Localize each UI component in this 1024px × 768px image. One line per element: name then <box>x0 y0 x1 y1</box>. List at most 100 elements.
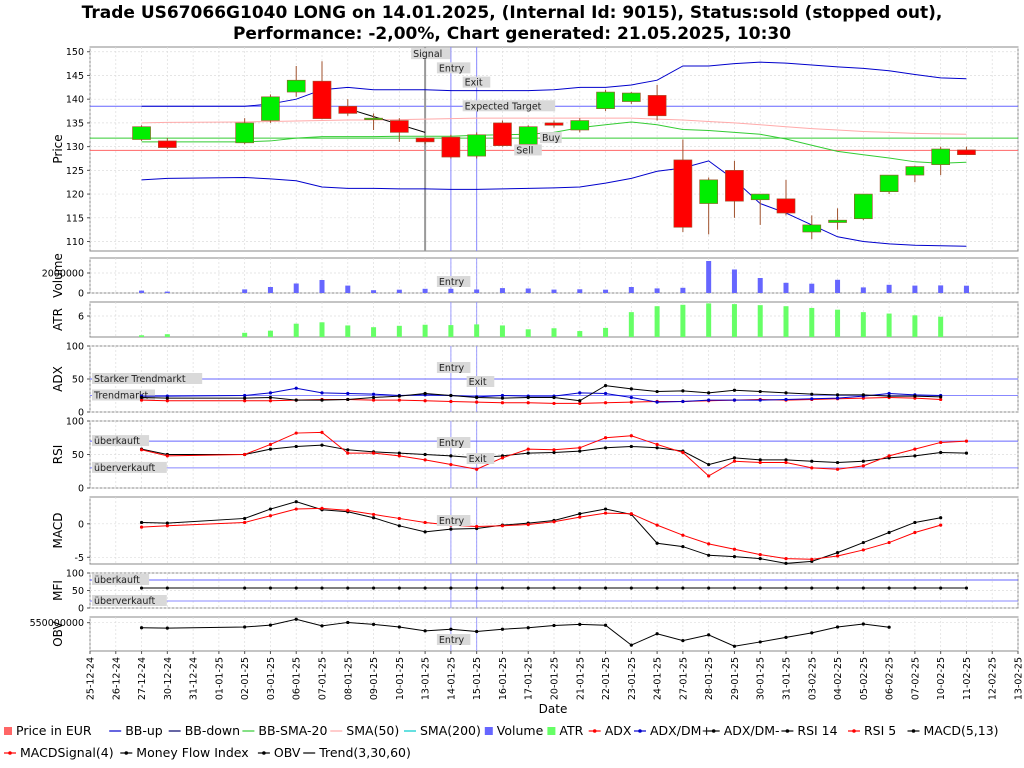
macd-point <box>371 512 376 517</box>
obv-point <box>475 629 479 634</box>
adx-point <box>835 393 840 397</box>
adx-point <box>268 395 273 400</box>
legend-label: MACD(5,13) <box>924 723 999 738</box>
volume-bar <box>680 287 686 293</box>
obv-point <box>758 640 762 644</box>
adx-axis-label: ADX <box>51 366 65 392</box>
candle <box>467 134 486 157</box>
rsi-point <box>629 434 633 438</box>
adx-point <box>346 391 350 396</box>
x-tick-label: 06-01-25 <box>292 657 303 700</box>
macd-point <box>552 520 556 524</box>
mfi-point <box>681 586 685 590</box>
legend-swatch-dot <box>124 751 129 755</box>
adx-point <box>268 391 273 395</box>
macd-point <box>243 520 247 525</box>
macd-point <box>320 506 324 510</box>
legend-swatch-dot <box>8 751 12 755</box>
x-tick-label: 24-01-25 <box>653 657 664 700</box>
macd-point <box>371 516 376 520</box>
legend-item: ADX/DM+ <box>634 723 712 738</box>
macd-point <box>294 507 298 511</box>
legend-label: MACDSignal(4) <box>20 745 114 760</box>
x-tick-label: 23-01-25 <box>627 657 638 700</box>
legend-label: BB-up <box>125 723 163 738</box>
x-tick-label: 07-01-25 <box>318 657 329 700</box>
price-tick-label: 120 <box>66 190 84 201</box>
obv-point <box>784 635 788 640</box>
macd-point <box>165 521 169 525</box>
rsi-tick-label: 100 <box>66 417 84 428</box>
price-tick-label: 110 <box>66 237 84 248</box>
legend-item: Volume <box>484 723 544 738</box>
obv-point <box>732 644 737 648</box>
atr-bar <box>912 315 918 337</box>
rsi-level-label: überverkauft <box>94 463 156 474</box>
rsi-point <box>397 454 401 458</box>
atr-bar <box>422 324 428 337</box>
rsi-point <box>964 451 969 455</box>
legend-label: BB-down <box>185 723 240 738</box>
adx-point <box>784 391 788 395</box>
x-tick-label: 20-01-25 <box>550 657 561 700</box>
atr-bar <box>164 334 170 337</box>
adx-point <box>810 397 814 401</box>
mfi-point <box>913 586 917 590</box>
volume-bar <box>293 283 299 293</box>
adx-point <box>423 391 427 396</box>
adx-level-label-bg <box>92 389 155 401</box>
obv-annotation: Entry <box>439 635 465 646</box>
mfi-point <box>294 586 298 590</box>
candle <box>905 166 925 176</box>
adx-point <box>861 393 865 397</box>
rsi-point <box>578 446 582 450</box>
adx-point <box>552 401 556 406</box>
atr-bar <box>706 303 712 337</box>
adx-point <box>371 395 376 400</box>
macd-point <box>784 557 788 561</box>
x-tick-label: 14-01-25 <box>446 657 457 700</box>
price-annotation: Expected Target <box>465 101 542 112</box>
x-tick-label: 25-12-24 <box>86 657 97 700</box>
macd-point <box>887 530 891 535</box>
legend-swatch-dot <box>262 751 266 755</box>
candle <box>235 122 254 144</box>
macd-tick-label: 0 <box>78 519 84 530</box>
mfi-point <box>964 586 969 590</box>
macd-point <box>784 561 788 565</box>
legend-label: RSI 5 <box>864 723 896 738</box>
adx-point <box>887 394 891 398</box>
macd-series-1 <box>141 507 941 560</box>
mfi-point <box>887 586 891 590</box>
candle <box>286 79 306 93</box>
atr-bar <box>886 313 892 337</box>
rsi-point <box>913 447 917 451</box>
rsi-point <box>552 448 556 452</box>
macd-point <box>732 555 737 559</box>
price-annotation: Exit <box>465 78 483 89</box>
atr-bar <box>938 316 944 337</box>
macd-point <box>939 523 943 527</box>
rsi-point <box>371 451 376 455</box>
rsi-point <box>320 430 324 434</box>
adx-point <box>243 393 247 398</box>
legend-swatch <box>547 727 556 735</box>
obv-tick-label: 550000000 <box>30 618 84 629</box>
legend-item: SMA(200) <box>404 723 481 738</box>
volume-bar <box>164 291 170 293</box>
atr-bar <box>731 304 737 337</box>
adx-point <box>475 395 479 400</box>
adx-point <box>732 388 737 392</box>
macd-point <box>681 544 685 549</box>
price-annotation-bg <box>462 76 491 88</box>
volume-bar <box>886 284 892 293</box>
x-tick-label: 30-01-25 <box>756 657 767 700</box>
x-tick-label: 03-02-25 <box>807 657 818 700</box>
volume-tick-label: 2000000 <box>42 269 84 280</box>
candle <box>957 149 976 155</box>
adx-point <box>526 401 530 405</box>
adx-annotation: Entry <box>439 363 465 374</box>
price-annotation: Buy <box>542 133 561 144</box>
rsi-point <box>655 442 659 447</box>
adx-point <box>578 399 582 403</box>
